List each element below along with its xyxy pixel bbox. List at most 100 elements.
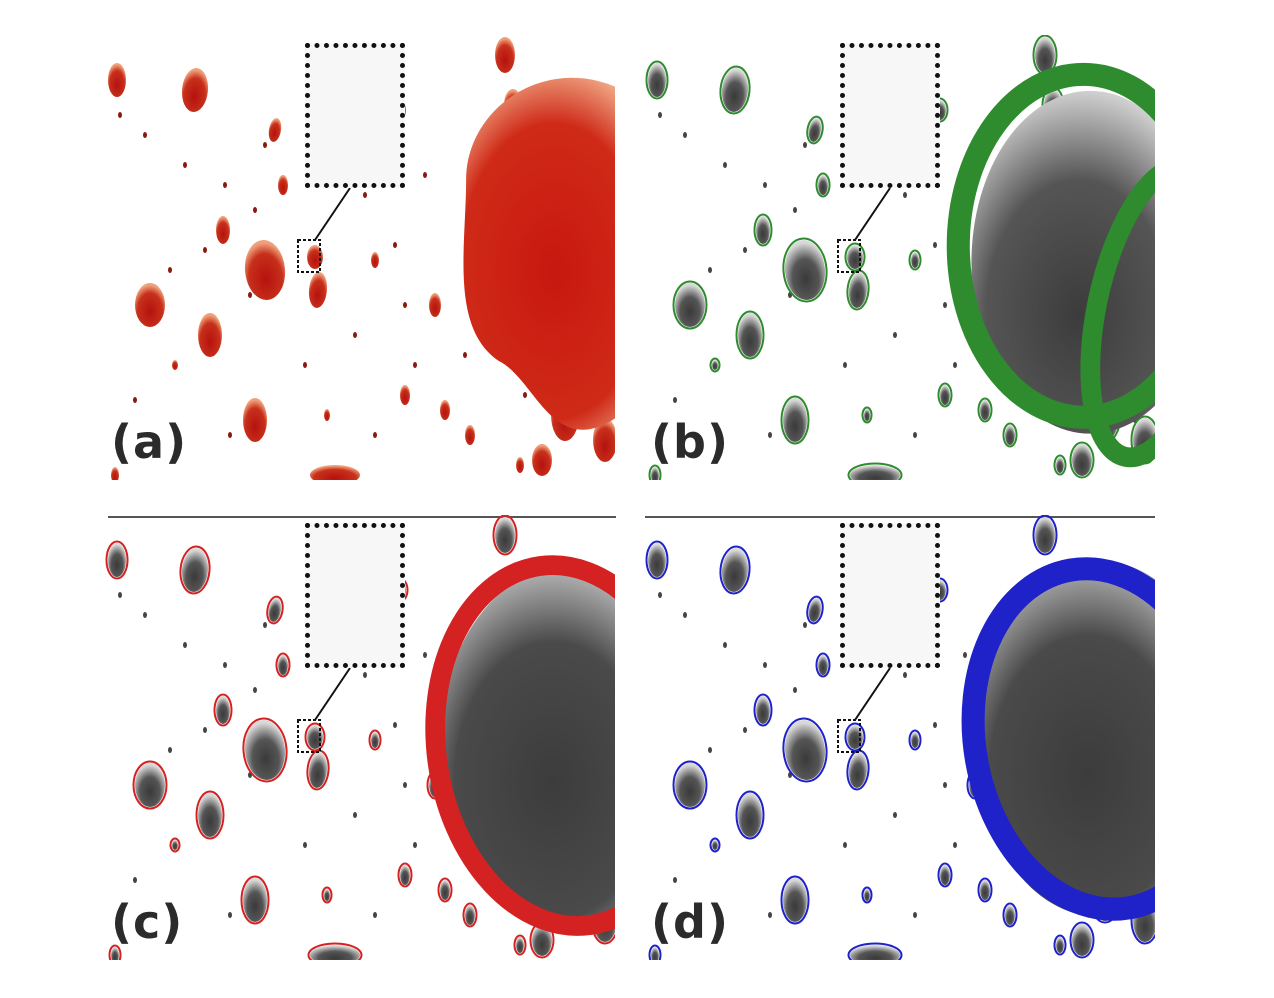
speck-a-16 xyxy=(133,397,137,403)
droplet-c-8 xyxy=(135,763,165,807)
droplet-a-11 xyxy=(243,398,267,442)
panel-c-detection: (c) xyxy=(105,515,615,960)
speck-b-4 xyxy=(793,207,797,213)
droplet-c-1 xyxy=(181,548,209,592)
speck-c-13 xyxy=(413,842,417,848)
speck-b-1 xyxy=(683,132,687,138)
droplet-c-5 xyxy=(244,720,286,780)
detection-ellipse-c-30 xyxy=(437,877,453,903)
speck-d-12 xyxy=(943,782,947,788)
detection-ellipse-b-1 xyxy=(719,65,751,115)
detection-ellipse-c-5 xyxy=(242,717,288,783)
droplet-b-38 xyxy=(940,385,950,405)
speck-a-21 xyxy=(523,392,527,398)
divider-left xyxy=(108,516,616,518)
zoom-source-box-d xyxy=(837,719,861,753)
droplet-c-30 xyxy=(440,880,450,900)
speck-d-18 xyxy=(913,912,917,918)
droplet-b-14 xyxy=(850,465,900,480)
speck-a-12 xyxy=(403,302,407,308)
speck-b-17 xyxy=(768,432,772,438)
droplet-a-7 xyxy=(308,272,328,308)
droplet-b-5 xyxy=(784,240,826,300)
detection-ellipse-c-2 xyxy=(266,595,284,625)
speck-b-12 xyxy=(943,302,947,308)
speck-a-15 xyxy=(303,362,307,368)
detection-ellipse-b-8 xyxy=(672,280,708,330)
panel-a-zoom-droplet xyxy=(463,77,615,430)
droplet-b-35 xyxy=(1056,457,1064,473)
droplet-b-8 xyxy=(675,283,705,327)
droplet-a-33 xyxy=(593,418,615,462)
droplet-a-39 xyxy=(371,252,379,268)
speck-d-14 xyxy=(893,812,897,818)
droplet-a-30 xyxy=(440,400,450,420)
droplet-b-3 xyxy=(818,175,828,195)
speck-c-15 xyxy=(303,842,307,848)
droplet-c-16 xyxy=(495,517,515,553)
speck-d-3 xyxy=(763,662,767,668)
zoom-connector-line-d xyxy=(854,667,891,721)
detection-ellipse-d-4 xyxy=(753,693,773,727)
droplet-a-14 xyxy=(310,465,360,480)
detection-ellipse-b-5 xyxy=(782,237,828,303)
droplet-d-16 xyxy=(1035,517,1055,553)
droplet-b-12 xyxy=(864,409,870,421)
speck-a-6 xyxy=(248,292,252,298)
droplet-a-10 xyxy=(172,360,178,370)
droplet-b-7 xyxy=(848,272,868,308)
droplet-d-4 xyxy=(756,696,770,724)
droplet-c-9 xyxy=(198,793,222,837)
detection-ellipse-b-10 xyxy=(709,357,721,373)
detection-ellipse-b-0 xyxy=(645,60,669,100)
detection-ellipse-d-6 xyxy=(844,722,866,752)
zoom-connector-line-c xyxy=(314,667,351,721)
speck-d-4 xyxy=(793,687,797,693)
droplet-a-0 xyxy=(108,63,126,97)
detection-ellipse-d-0 xyxy=(645,540,669,580)
detection-ellipse-b-2 xyxy=(806,115,824,145)
speck-b-14 xyxy=(893,332,897,338)
speck-c-17 xyxy=(228,912,232,918)
detection-ellipse-b-35 xyxy=(1053,454,1067,476)
droplet-c-38 xyxy=(400,865,410,885)
droplet-d-38 xyxy=(940,865,950,885)
panel-b-detection: (b) xyxy=(645,35,1155,480)
speck-d-13 xyxy=(953,842,957,848)
speck-b-15 xyxy=(843,362,847,368)
droplet-b-30 xyxy=(980,400,990,420)
detection-ellipse-b-12 xyxy=(861,406,873,424)
panel-b-zoom-droplet xyxy=(946,62,1155,468)
speck-c-2 xyxy=(183,642,187,648)
detection-ellipse-b-13 xyxy=(648,464,662,480)
droplet-b-9 xyxy=(738,313,762,357)
panel-b-zoom-inset xyxy=(840,43,1155,468)
droplet-a-31 xyxy=(465,425,475,445)
detection-ellipse-d-9 xyxy=(735,790,765,840)
droplet-d-11 xyxy=(783,878,807,922)
zoom-connector-line-b xyxy=(854,187,891,241)
speck-b-13 xyxy=(953,362,957,368)
droplet-a-4 xyxy=(216,216,230,244)
detection-ellipse-b-14 xyxy=(847,462,903,480)
droplet-c-39 xyxy=(371,732,379,748)
detection-ellipse-c-14 xyxy=(307,942,363,960)
panel-a-zoom-inset xyxy=(305,43,615,430)
zoom-source-box-a xyxy=(297,239,321,273)
droplet-d-31 xyxy=(1005,905,1015,925)
speck-b-2 xyxy=(723,162,727,168)
droplet-c-11 xyxy=(243,878,267,922)
droplet-d-9 xyxy=(738,793,762,837)
zoom-source-box-c xyxy=(297,719,321,753)
detection-ellipse-c-4 xyxy=(213,693,233,727)
speck-b-18 xyxy=(913,432,917,438)
speck-c-12 xyxy=(403,782,407,788)
speck-a-0 xyxy=(118,112,122,118)
speck-a-5 xyxy=(263,142,267,148)
zoom-connector-line-a xyxy=(314,187,351,241)
droplet-d-39 xyxy=(911,732,919,748)
detection-ellipse-d-38 xyxy=(937,862,953,888)
droplet-d-5 xyxy=(784,720,826,780)
detection-ellipse-c-11 xyxy=(240,875,270,925)
speck-a-8 xyxy=(203,247,207,253)
